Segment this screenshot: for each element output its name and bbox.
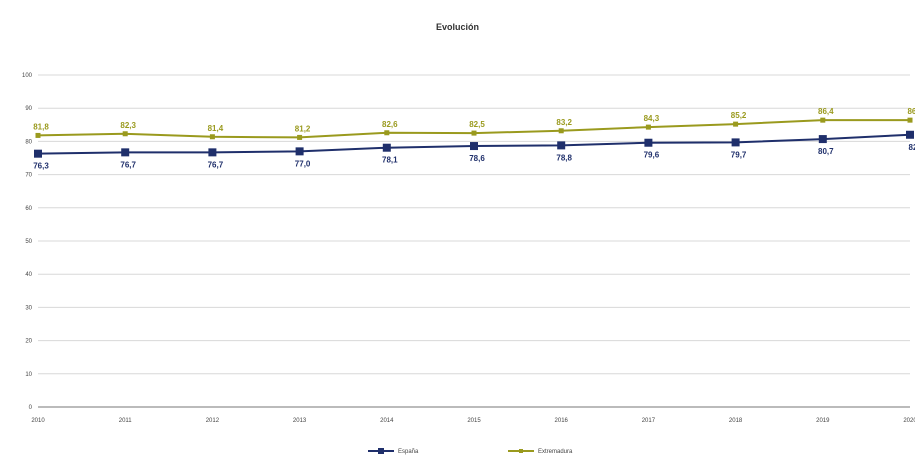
legend-marker bbox=[378, 448, 384, 454]
x-tick-label: 2011 bbox=[119, 418, 133, 424]
data-label: 81,4 bbox=[208, 124, 224, 133]
y-tick-label: 70 bbox=[25, 173, 32, 179]
y-tick-label: 0 bbox=[29, 405, 33, 411]
data-point bbox=[382, 143, 391, 152]
data-label: 85,2 bbox=[731, 111, 747, 120]
data-point bbox=[471, 130, 477, 136]
data-label: 79,7 bbox=[731, 150, 747, 159]
y-tick-label: 90 bbox=[25, 106, 32, 112]
data-point bbox=[208, 148, 217, 157]
y-tick-label: 50 bbox=[25, 239, 32, 245]
x-tick-label: 2020 bbox=[903, 418, 915, 424]
data-point bbox=[731, 138, 740, 147]
y-tick-label: 60 bbox=[25, 206, 32, 212]
y-tick-label: 10 bbox=[25, 372, 32, 378]
data-label: 82 bbox=[909, 143, 915, 152]
y-tick-label: 100 bbox=[22, 73, 33, 79]
data-point bbox=[297, 134, 303, 140]
data-label: 83,2 bbox=[556, 118, 572, 127]
data-point bbox=[907, 117, 913, 123]
y-tick-label: 40 bbox=[25, 272, 32, 278]
x-tick-label: 2018 bbox=[729, 418, 743, 424]
data-label: 84,3 bbox=[644, 114, 660, 123]
data-label: 81,2 bbox=[295, 124, 311, 133]
data-label: 80,7 bbox=[818, 147, 834, 156]
data-label: 82,5 bbox=[469, 120, 485, 129]
data-point bbox=[295, 147, 304, 156]
x-tick-label: 2016 bbox=[555, 418, 569, 424]
x-tick-label: 2017 bbox=[642, 418, 656, 424]
data-label: 79,6 bbox=[644, 151, 660, 160]
data-label: 76,7 bbox=[208, 160, 224, 169]
y-tick-label: 30 bbox=[25, 305, 32, 311]
x-tick-label: 2019 bbox=[816, 418, 830, 424]
x-tick-label: 2013 bbox=[293, 418, 307, 424]
data-point bbox=[906, 130, 914, 139]
legend: España Extremadura bbox=[368, 448, 573, 455]
data-label: 78,1 bbox=[382, 156, 398, 165]
chart-title: Evolución bbox=[435, 22, 479, 32]
legend-marker bbox=[519, 449, 523, 453]
data-point bbox=[818, 135, 827, 144]
data-point bbox=[644, 138, 653, 147]
data-label: 76,3 bbox=[33, 162, 49, 171]
data-label: 86, bbox=[907, 107, 915, 116]
data-point bbox=[470, 142, 478, 151]
data-label: 86,4 bbox=[818, 107, 834, 116]
data-label: 78,8 bbox=[556, 153, 572, 162]
data-label: 82,3 bbox=[120, 121, 136, 130]
data-point bbox=[35, 132, 41, 138]
data-point bbox=[384, 130, 390, 136]
x-tick-label: 2015 bbox=[467, 418, 481, 424]
x-axis: 2010 2011 2012 2013 2014 2015 2016 2017 2018 2019… bbox=[31, 418, 915, 424]
data-point bbox=[733, 121, 739, 127]
data-point bbox=[34, 149, 42, 158]
x-tick-label: 2012 bbox=[206, 418, 220, 424]
x-tick-label: 2010 bbox=[31, 418, 45, 424]
data-point bbox=[122, 131, 128, 137]
y-tick-label: 20 bbox=[25, 339, 32, 345]
grid-lines bbox=[38, 74, 910, 408]
legend-label: Extremadura bbox=[538, 449, 573, 455]
y-axis: 0 10 20 30 40 50 60 70 80 90 100 bbox=[22, 73, 33, 411]
data-point bbox=[645, 124, 651, 130]
series-group: 76,3 76,7 76,7 77,0 78,1 78,6 78,8 79,6 79,7 80,7… bbox=[33, 107, 915, 171]
x-tick-label: 2014 bbox=[380, 418, 394, 424]
data-label: 78,6 bbox=[469, 154, 485, 163]
data-point bbox=[558, 128, 564, 134]
data-label: 76,7 bbox=[120, 160, 136, 169]
data-label: 82,6 bbox=[382, 120, 398, 129]
data-point bbox=[557, 141, 566, 150]
data-label: 81,8 bbox=[33, 122, 49, 131]
data-point bbox=[121, 148, 130, 157]
data-point bbox=[209, 134, 215, 140]
y-tick-label: 80 bbox=[25, 139, 32, 145]
legend-label: España bbox=[398, 449, 419, 455]
data-label: 77,0 bbox=[295, 159, 311, 168]
data-point bbox=[820, 117, 826, 123]
